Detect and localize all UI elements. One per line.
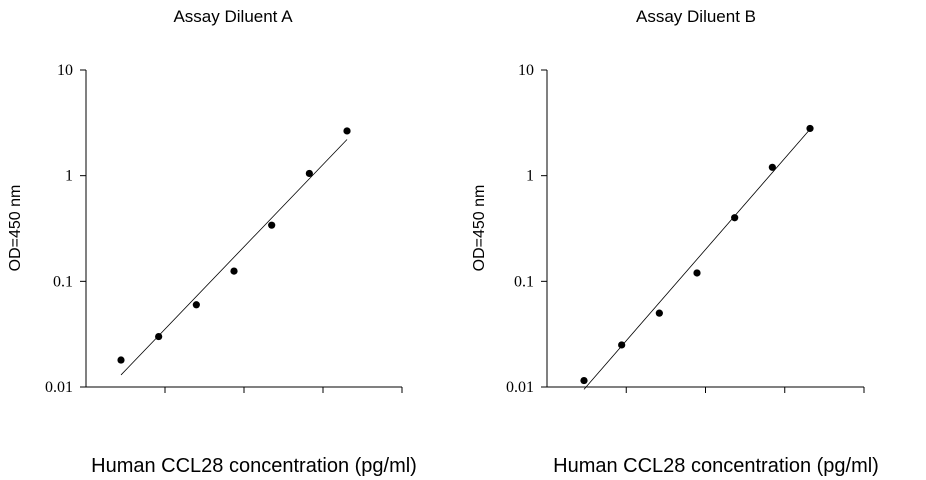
chart-b-data-point bbox=[655, 309, 663, 317]
chart-a-title: Assay Diluent A bbox=[173, 7, 293, 26]
chart-a-y-axis-label: OD=450 nm bbox=[7, 185, 24, 272]
chart-b-fit-line bbox=[583, 128, 811, 390]
chart-a: Assay Diluent A OD=450 nm Human CCL28 co… bbox=[7, 7, 417, 477]
chart-b-y-tick-label: 1 bbox=[526, 168, 534, 185]
chart-a-data-point bbox=[268, 221, 276, 229]
chart-b: Assay Diluent B OD=450 nm Human CCL28 co… bbox=[471, 7, 879, 477]
chart-b-y-tick-label: 0.01 bbox=[506, 379, 534, 396]
chart-b-x-axis-label: Human CCL28 concentration (pg/ml) bbox=[553, 455, 879, 477]
chart-a-data-point bbox=[230, 267, 238, 275]
chart-b-plot: 0.01 0.1 1 10 bbox=[506, 62, 865, 396]
chart-b-data-point bbox=[693, 269, 701, 277]
chart-a-plot: 0.01 0.1 1 10 bbox=[45, 62, 403, 396]
chart-a-data-point bbox=[117, 356, 125, 364]
chart-b-title: Assay Diluent B bbox=[636, 7, 756, 26]
chart-a-x-axis-label: Human CCL28 concentration (pg/ml) bbox=[91, 455, 417, 477]
chart-a-fit-line bbox=[120, 139, 348, 376]
chart-a-data-point bbox=[305, 169, 313, 178]
chart-b-y-tick-label: 10 bbox=[518, 62, 534, 79]
chart-b-data-point bbox=[580, 376, 588, 385]
chart-b-y-tick-label: 0.1 bbox=[514, 273, 534, 290]
chart-a-data-point bbox=[343, 127, 351, 135]
chart-a-y-tick-label: 0.01 bbox=[45, 379, 73, 396]
chart-b-data-point bbox=[731, 214, 739, 222]
chart-a-y-tick-label: 0.1 bbox=[53, 273, 73, 290]
chart-b-data-point bbox=[806, 124, 814, 133]
chart-b-data-point bbox=[768, 163, 776, 171]
chart-b-y-axis-label: OD=450 nm bbox=[471, 185, 488, 272]
chart-a-data-point bbox=[155, 332, 163, 341]
chart-b-data-point bbox=[618, 341, 626, 349]
chart-a-data-point bbox=[192, 301, 200, 309]
chart-a-y-tick-label: 10 bbox=[57, 62, 73, 79]
chart-a-y-tick-label: 1 bbox=[65, 168, 73, 185]
